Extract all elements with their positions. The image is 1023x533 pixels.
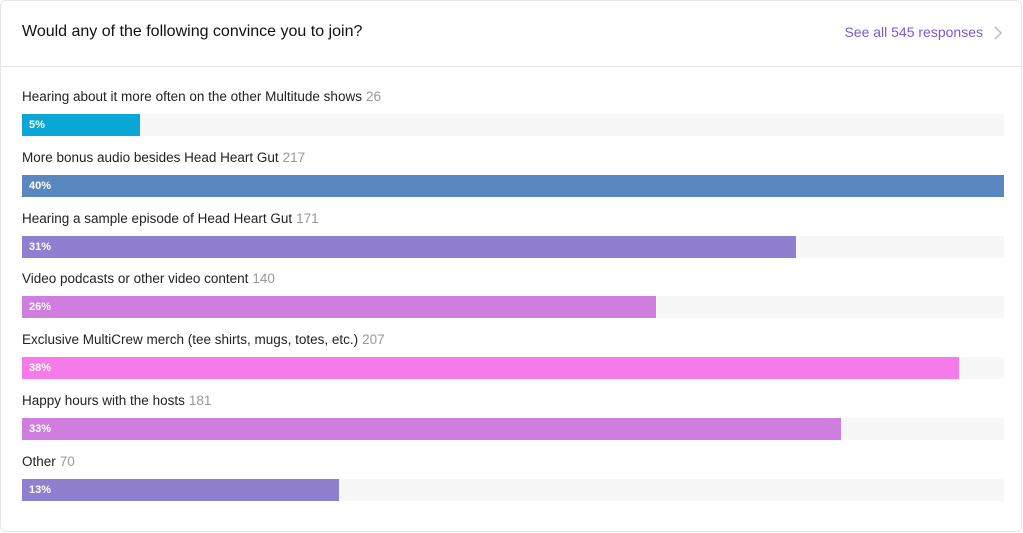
question-title: Would any of the following convince you … — [22, 23, 363, 40]
bar — [22, 296, 656, 319]
bar-track: 40% — [22, 174, 1004, 197]
bar-track: 38% — [22, 357, 1004, 380]
option-label: Hearing about it more often on the other… — [22, 89, 1004, 107]
option-count: 70 — [59, 453, 75, 469]
bar-track: 13% — [22, 478, 1004, 501]
option-text: Other — [22, 453, 56, 469]
percent-label: 5% — [29, 119, 45, 131]
option-text: Hearing about it more often on the other… — [22, 89, 362, 104]
option-row: Video podcasts or other video content 140… — [22, 271, 1004, 319]
bar — [22, 418, 842, 440]
option-text: Hearing a sample episode of Head Heart G… — [22, 210, 293, 226]
option-text: Happy hours with the hosts — [22, 393, 185, 408]
percent-label: 13% — [29, 483, 52, 496]
bar-track: 33% — [22, 418, 1004, 440]
chevron[interactable] — [993, 25, 1003, 41]
option-count: 140 — [252, 271, 275, 287]
option-row: Hearing a sample episode of Head Heart G… — [22, 211, 1004, 258]
bar — [22, 357, 959, 380]
option-label: Video podcasts or other video content 140 — [22, 271, 1004, 289]
bar-track: 5% — [22, 114, 1004, 136]
percent-label: 40% — [29, 179, 52, 192]
option-count: 181 — [188, 393, 212, 408]
option-label: Happy hours with the hosts 181 — [22, 393, 1004, 411]
option-count: 217 — [282, 149, 306, 165]
header: Would any of the following convince you … — [1, 1, 1021, 67]
bar — [22, 478, 339, 501]
option-label: Hearing a sample episode of Head Heart G… — [22, 211, 1004, 229]
see-all-link[interactable]: See all 545 responses — [844, 24, 983, 40]
percent-label: 31% — [29, 240, 52, 253]
option-row: More bonus audio besides Head Heart Gut 2… — [22, 150, 1004, 197]
option-label: Other 70 — [22, 454, 1004, 472]
option-text: More bonus audio besides Head Heart Gut — [22, 149, 279, 165]
option-label: Exclusive MultiCrew merch (tee shirts, m… — [22, 332, 1004, 350]
bar-track: 31% — [22, 235, 1004, 258]
option-count: 171 — [296, 210, 319, 226]
option-label: More bonus audio besides Head Heart Gut 2… — [22, 150, 1004, 168]
option-row: Hearing about it more often on the other… — [22, 89, 1004, 136]
percent-label: 38% — [29, 362, 52, 375]
percent-label: 26% — [29, 301, 52, 314]
bar-track: 26% — [22, 296, 1004, 319]
option-count: 26 — [365, 89, 381, 104]
option-row: Happy hours with the hosts 181 33% — [22, 393, 1004, 440]
bar — [22, 235, 796, 258]
option-row: Other 70 13% — [22, 454, 1004, 501]
option-row: Exclusive MultiCrew merch (tee shirts, m… — [22, 332, 1004, 380]
bar — [22, 174, 1004, 197]
option-text: Video podcasts or other video content — [22, 271, 249, 287]
percent-label: 33% — [29, 423, 52, 435]
option-text: Exclusive MultiCrew merch (tee shirts, m… — [22, 332, 359, 348]
bar — [22, 114, 140, 136]
option-count: 207 — [362, 332, 385, 348]
